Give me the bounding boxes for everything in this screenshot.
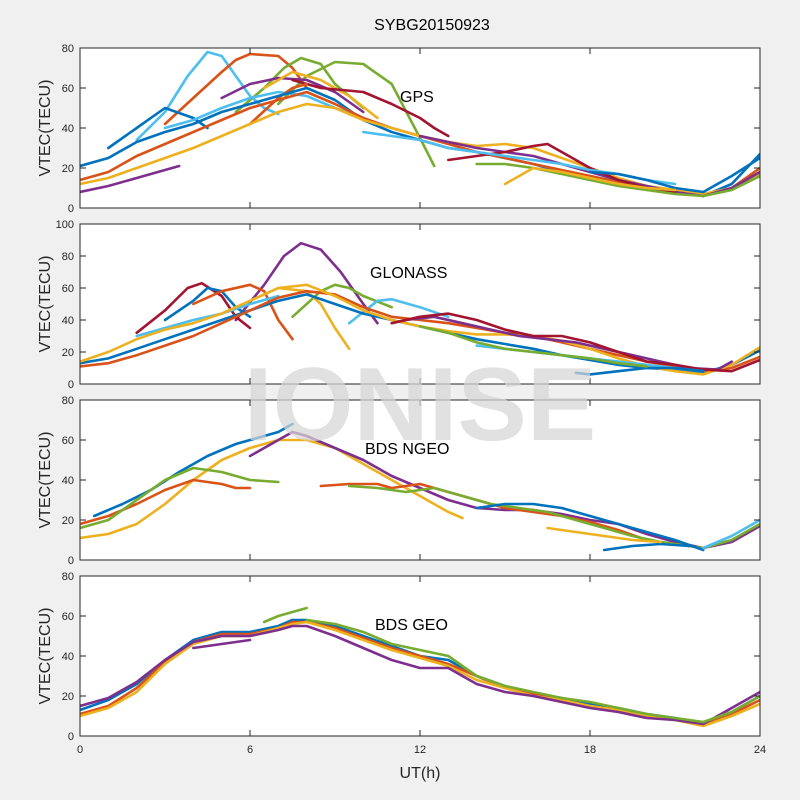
y-tick-label: 60 — [62, 435, 74, 447]
y-tick-label: 60 — [62, 83, 74, 95]
y-tick-label: 20 — [62, 163, 74, 175]
series-line-0 — [92, 422, 294, 518]
series-group — [80, 422, 760, 552]
series-line-4 — [291, 283, 394, 319]
y-axis-label: VTEC(TECU) — [37, 608, 54, 705]
series-group — [80, 606, 760, 728]
series-line-15 — [418, 325, 649, 368]
y-tick-label: 60 — [62, 283, 74, 295]
panel-2: 0 20 40 60 80 VTEC(TECU) BDS NGEO — [37, 395, 761, 567]
series-line-7 — [135, 294, 280, 338]
series-line-10 — [546, 526, 663, 544]
y-axis-label: VTEC(TECU) — [37, 256, 54, 353]
panel-label: GLONASS — [370, 265, 447, 282]
y-tick-label: 40 — [62, 651, 74, 663]
x-axis-label: UT(h) — [400, 765, 441, 782]
series-line-18 — [588, 156, 760, 194]
series-line-6 — [291, 78, 450, 138]
y-tick-label: 0 — [68, 203, 74, 215]
series-line-13 — [80, 164, 181, 194]
y-tick-label: 0 — [68, 379, 74, 391]
series-line-4 — [305, 618, 760, 724]
y-tick-label: 80 — [62, 251, 74, 263]
series-line-2 — [80, 620, 760, 728]
y-tick-label: 60 — [62, 611, 74, 623]
series-line-8 — [602, 542, 691, 552]
series-group — [80, 241, 760, 376]
y-tick-label: 20 — [62, 691, 74, 703]
panel-1: 0 20 40 60 80 100 VTEC(TECU) GLONASS — [37, 219, 761, 391]
series-line-6 — [192, 638, 252, 650]
series-line-3 — [80, 478, 252, 526]
watermark-text: IONISE — [244, 347, 597, 463]
panel-3: 0 20 40 60 80 0 6 12 18 24 VTEC(TECU) BDS GEO — [37, 571, 766, 756]
series-line-8 — [163, 90, 365, 130]
y-tick-label: 40 — [62, 123, 74, 135]
y-tick-label: 80 — [62, 395, 74, 407]
y-tick-label: 40 — [62, 475, 74, 487]
y-axis-label: VTEC(TECU) — [37, 80, 54, 177]
panel-label: BDS NGEO — [365, 441, 449, 458]
series-line-19 — [503, 166, 677, 192]
y-tick-label: 80 — [62, 43, 74, 55]
series-line-9 — [701, 518, 760, 550]
panel-label: BDS GEO — [375, 617, 448, 634]
y-axis-label: VTEC(TECU) — [37, 432, 54, 529]
series-line-5 — [262, 606, 309, 624]
x-tick-label: 0 — [77, 744, 83, 756]
x-tick-label: 6 — [247, 744, 253, 756]
series-line-4 — [80, 466, 280, 530]
x-tick-label: 24 — [754, 744, 766, 756]
series-line-12 — [390, 312, 760, 373]
y-tick-label: 100 — [56, 219, 74, 231]
series-line-0 — [234, 241, 379, 325]
x-tick-label: 12 — [414, 744, 426, 756]
y-tick-label: 0 — [68, 731, 74, 743]
y-tick-label: 20 — [62, 347, 74, 359]
series-line-14 — [574, 366, 705, 376]
y-tick-label: 20 — [62, 515, 74, 527]
x-tick-label: 18 — [584, 744, 596, 756]
series-line-7 — [475, 502, 705, 552]
series-line-5 — [262, 70, 379, 120]
series-line-3 — [80, 624, 760, 726]
panel-0: 0 20 40 60 80 VTEC(TECU) GPS — [37, 43, 761, 215]
y-tick-label: 0 — [68, 555, 74, 567]
series-line-3 — [192, 283, 294, 341]
y-tick-label: 40 — [62, 315, 74, 327]
series-group — [80, 50, 760, 198]
figure-title: SYBG20150923 — [374, 17, 490, 34]
series-line-16 — [475, 162, 760, 198]
y-tick-label: 80 — [62, 571, 74, 583]
series-line-1 — [163, 52, 309, 126]
panel-label: GPS — [400, 89, 434, 106]
